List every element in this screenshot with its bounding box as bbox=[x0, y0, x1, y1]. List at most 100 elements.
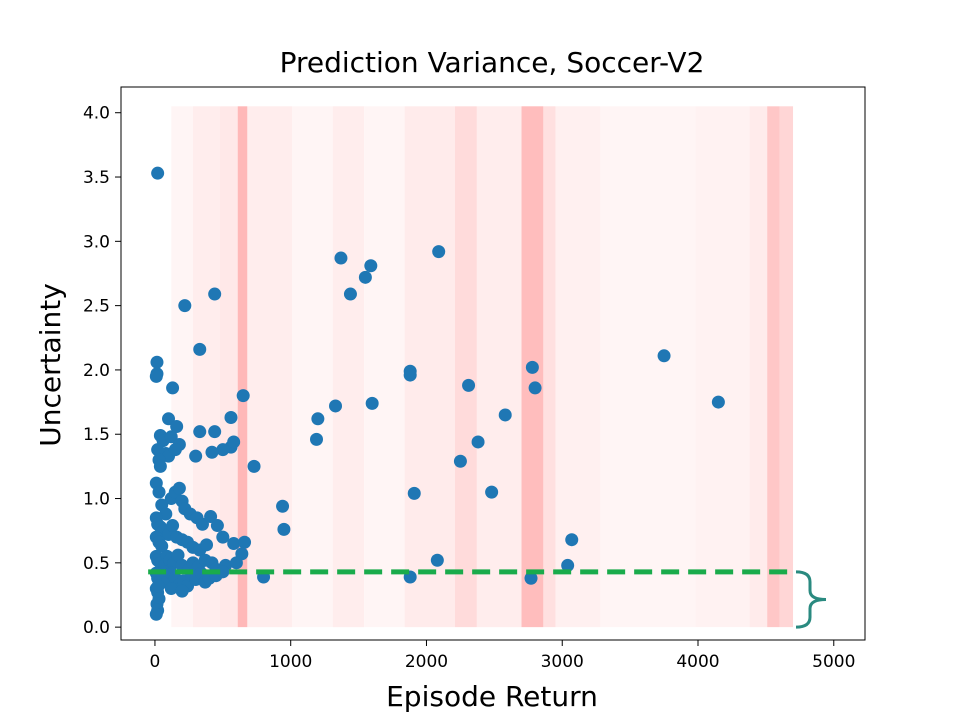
data-point bbox=[216, 565, 230, 579]
shade-band bbox=[220, 106, 238, 628]
data-point bbox=[471, 435, 485, 449]
data-point bbox=[365, 396, 379, 410]
x-tick-label: 2000 bbox=[405, 652, 448, 672]
data-point bbox=[149, 369, 163, 383]
data-point bbox=[227, 435, 241, 449]
y-tick-label: 1.5 bbox=[83, 425, 110, 445]
curly-brace bbox=[795, 570, 827, 629]
x-axis-ticks: 0 1000 2000 3000 4000 5000 bbox=[150, 640, 855, 672]
data-point bbox=[565, 533, 579, 547]
uncertainty-shading bbox=[171, 106, 794, 628]
data-point bbox=[334, 251, 348, 265]
data-point bbox=[462, 378, 476, 392]
data-point bbox=[149, 607, 163, 621]
data-point bbox=[711, 395, 725, 409]
shade-band bbox=[767, 106, 780, 628]
threshold-group bbox=[148, 569, 827, 629]
data-point bbox=[150, 355, 164, 369]
y-tick-label: 3.5 bbox=[83, 168, 110, 188]
data-point bbox=[277, 522, 291, 536]
x-tick-label: 0 bbox=[150, 652, 161, 672]
data-point bbox=[170, 420, 184, 434]
shade-band bbox=[695, 106, 750, 628]
data-point bbox=[432, 245, 446, 259]
data-point bbox=[364, 259, 378, 273]
x-axis-label: Episode Return bbox=[386, 680, 598, 713]
shade-band bbox=[476, 106, 522, 628]
y-tick-label: 1.0 bbox=[83, 490, 110, 510]
data-point bbox=[171, 548, 185, 562]
y-axis-ticks: 0.0 0.5 1.0 1.5 2.0 2.5 3.0 3.5 4.0 bbox=[83, 104, 121, 638]
data-point bbox=[430, 553, 444, 567]
data-point bbox=[524, 571, 538, 585]
data-point bbox=[358, 270, 372, 284]
data-point bbox=[310, 432, 324, 446]
data-point bbox=[657, 349, 671, 363]
data-point bbox=[195, 517, 209, 531]
data-point bbox=[205, 445, 219, 459]
shade-band bbox=[749, 106, 768, 628]
data-point bbox=[164, 582, 178, 596]
data-point bbox=[193, 425, 207, 439]
data-point bbox=[453, 454, 467, 468]
data-point bbox=[204, 510, 218, 524]
data-point bbox=[485, 485, 499, 499]
data-point bbox=[498, 408, 512, 422]
data-point bbox=[216, 530, 230, 544]
data-point bbox=[178, 299, 192, 313]
y-axis-label: Uncertainty bbox=[34, 283, 67, 447]
shade-band bbox=[332, 106, 365, 628]
shade-band bbox=[292, 106, 333, 628]
data-point bbox=[153, 459, 167, 473]
data-point bbox=[210, 519, 224, 533]
shade-band bbox=[600, 106, 696, 628]
y-tick-label: 0.0 bbox=[83, 618, 110, 638]
y-tick-label: 2.5 bbox=[83, 297, 110, 317]
y-tick-label: 4.0 bbox=[83, 104, 110, 124]
data-point bbox=[236, 389, 250, 403]
chart-title: Prediction Variance, Soccer-V2 bbox=[280, 46, 705, 79]
data-point bbox=[155, 539, 169, 553]
x-tick-label: 1000 bbox=[269, 652, 312, 672]
data-point bbox=[166, 381, 180, 395]
data-point bbox=[343, 287, 357, 301]
data-point bbox=[200, 538, 214, 552]
data-point bbox=[208, 425, 222, 439]
data-point bbox=[168, 443, 182, 457]
shade-band bbox=[364, 106, 405, 628]
data-point bbox=[216, 443, 230, 457]
data-point bbox=[152, 485, 166, 499]
y-tick-label: 3.0 bbox=[83, 232, 110, 252]
data-point bbox=[528, 381, 542, 395]
data-point bbox=[247, 459, 261, 473]
data-point bbox=[329, 399, 343, 413]
data-point bbox=[151, 579, 165, 593]
data-point bbox=[151, 166, 165, 180]
data-point bbox=[276, 499, 290, 513]
shade-band bbox=[454, 106, 477, 628]
shade-band bbox=[779, 106, 794, 628]
data-point bbox=[561, 558, 575, 572]
shade-band bbox=[247, 106, 293, 628]
data-point bbox=[193, 342, 207, 356]
x-tick-label: 4000 bbox=[676, 652, 719, 672]
plot-frame bbox=[120, 86, 866, 641]
data-point bbox=[525, 360, 539, 374]
data-point bbox=[227, 537, 241, 551]
data-point bbox=[175, 584, 189, 598]
data-point bbox=[162, 412, 176, 426]
data-point bbox=[403, 368, 417, 382]
data-point bbox=[172, 481, 186, 495]
data-point bbox=[164, 430, 178, 444]
x-tick-label: 5000 bbox=[812, 652, 855, 672]
data-point bbox=[189, 449, 203, 463]
data-point bbox=[238, 535, 252, 549]
data-point bbox=[229, 556, 243, 570]
y-tick-label: 2.0 bbox=[83, 361, 110, 381]
data-point bbox=[166, 519, 180, 533]
data-point bbox=[407, 486, 421, 500]
data-point bbox=[311, 412, 325, 426]
y-tick-label: 0.5 bbox=[83, 554, 110, 574]
shade-band bbox=[237, 106, 248, 628]
